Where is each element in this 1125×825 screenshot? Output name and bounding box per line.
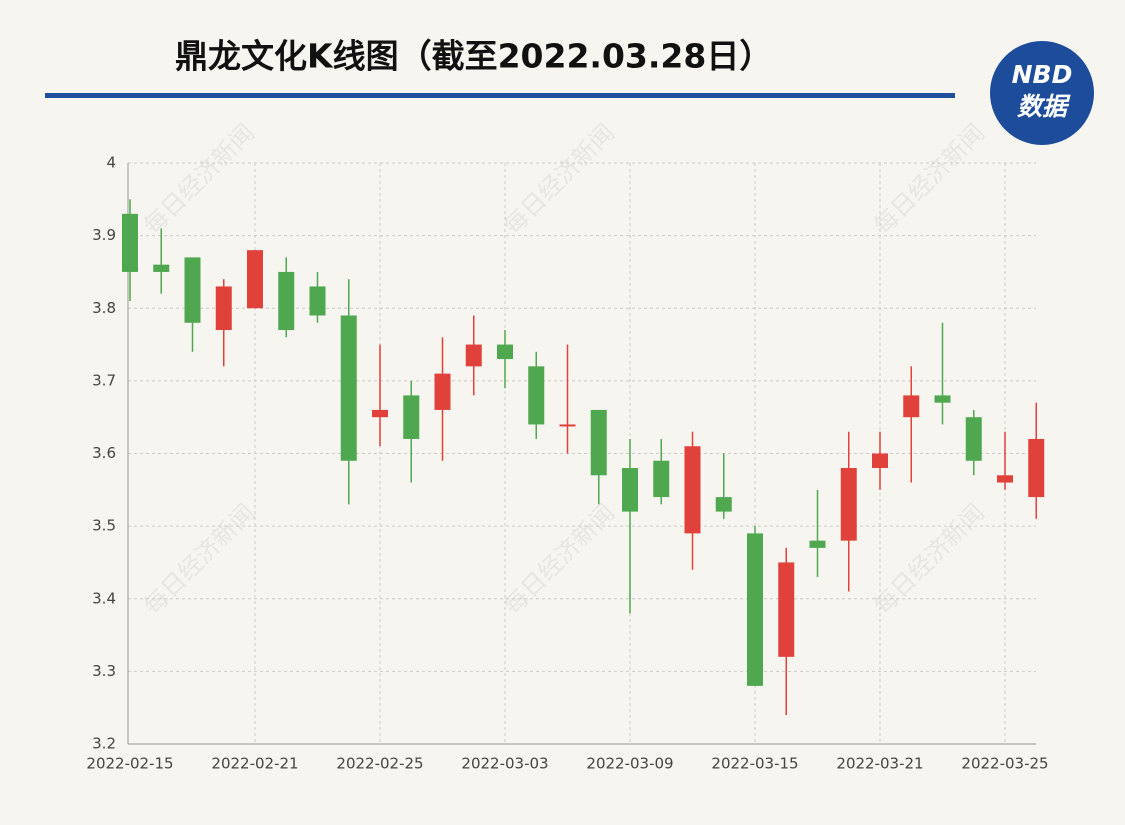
candle-body bbox=[1028, 438, 1045, 498]
y-tick-label: 3.7 bbox=[92, 371, 116, 389]
x-tick-label: 2022-03-09 bbox=[586, 755, 673, 773]
logo bbox=[990, 41, 1094, 145]
candle-body bbox=[153, 264, 170, 272]
candle-body bbox=[747, 533, 763, 686]
x-tick-label: 2022-02-25 bbox=[336, 755, 423, 773]
y-tick-label: 3.2 bbox=[92, 735, 116, 753]
candle-body bbox=[715, 497, 732, 512]
candle-body bbox=[684, 446, 701, 534]
candle-body bbox=[653, 460, 670, 498]
candle-body bbox=[903, 395, 920, 418]
y-tick-label: 3.3 bbox=[92, 662, 116, 680]
candle-body bbox=[247, 250, 263, 309]
candle-body bbox=[778, 562, 795, 657]
candle-body bbox=[872, 453, 888, 469]
candle-body bbox=[809, 540, 826, 548]
x-tick-label: 2022-03-21 bbox=[836, 755, 923, 773]
y-tick-label: 3.4 bbox=[92, 589, 116, 607]
x-tick-label: 2022-02-15 bbox=[86, 755, 173, 773]
candle-body bbox=[434, 373, 451, 410]
x-tick-label: 2022-03-25 bbox=[961, 755, 1048, 773]
candle-body bbox=[528, 366, 545, 425]
candle-body bbox=[372, 409, 388, 418]
y-tick-label: 3.9 bbox=[92, 226, 116, 244]
x-tick-label: 2022-03-03 bbox=[461, 755, 548, 773]
x-tick-label: 2022-02-21 bbox=[211, 755, 298, 773]
candle-body bbox=[309, 286, 326, 316]
candle-body bbox=[122, 213, 138, 272]
candle-body bbox=[497, 344, 513, 360]
candle-body bbox=[934, 395, 951, 403]
candle-body bbox=[278, 271, 295, 331]
chart-title: 鼎龙文化K线图（截至2022.03.28日） bbox=[175, 37, 772, 76]
candle-body bbox=[184, 257, 201, 323]
candle-body bbox=[465, 344, 482, 367]
logo-text: NBD bbox=[1012, 60, 1073, 89]
title-underline bbox=[45, 93, 955, 98]
y-tick-label: 3.6 bbox=[92, 444, 116, 462]
candle-body bbox=[840, 468, 857, 541]
candle-body bbox=[965, 417, 982, 461]
candle-body bbox=[340, 315, 357, 461]
candle-body bbox=[997, 475, 1013, 483]
x-tick-label: 2022-03-15 bbox=[711, 755, 798, 773]
candle-body bbox=[622, 468, 638, 512]
candle-body bbox=[403, 395, 420, 439]
y-tick-label: 4 bbox=[106, 154, 116, 172]
candle-body bbox=[590, 409, 607, 476]
candle-body bbox=[559, 424, 576, 427]
logo-subtext: 数据 bbox=[1017, 92, 1071, 121]
y-tick-label: 3.8 bbox=[92, 299, 116, 317]
y-tick-label: 3.5 bbox=[92, 517, 116, 535]
candle-body bbox=[215, 286, 232, 331]
